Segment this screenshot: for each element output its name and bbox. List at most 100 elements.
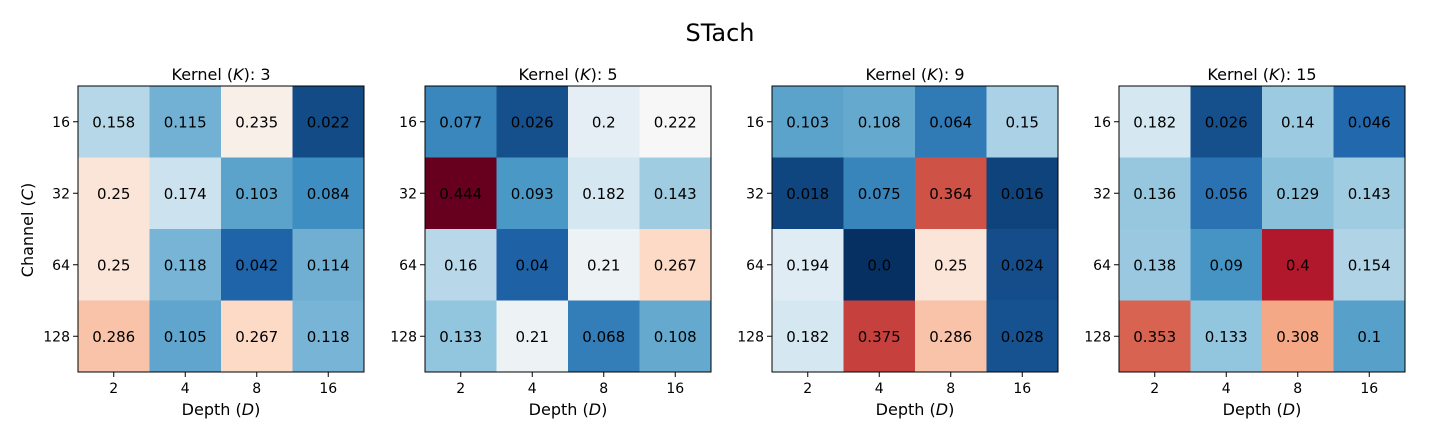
cell-value-label: 0.154 [1348, 256, 1391, 274]
cell-value-label: 0.25 [97, 185, 130, 203]
cell-value-label: 0.143 [1348, 185, 1391, 203]
cell-value-label: 0.077 [439, 113, 482, 131]
cell-value-label: 0.14 [1281, 113, 1314, 131]
heatmap-cell [149, 86, 222, 158]
panel-title-symbol: K [927, 65, 939, 84]
heatmap-cell [292, 229, 365, 301]
y-tick-label: 16 [399, 115, 417, 131]
cell-value-label: 0.118 [164, 256, 207, 274]
panel-title: Kernel (K): 9 [866, 65, 965, 84]
cell-value-label: 0.103 [235, 185, 278, 203]
x-tick-label: 2 [803, 381, 812, 397]
x-axis-label-symbol: D [589, 400, 601, 419]
x-tick-label: 8 [252, 381, 261, 397]
heatmap-cell [986, 300, 1059, 373]
cell-value-label: 0.028 [1001, 328, 1044, 346]
heatmap-cell [568, 86, 640, 158]
heatmap-cell [149, 157, 222, 230]
x-axis-label-text: Depth ( [182, 400, 242, 419]
plot-frame [771, 85, 1059, 373]
cell-value-label: 0.235 [235, 113, 278, 131]
x-tick-label: 8 [1293, 381, 1302, 397]
cell-value-label: 0.267 [235, 328, 278, 346]
cell-value-label: 0.056 [1205, 185, 1248, 203]
cell-value-label: 0.2 [592, 113, 616, 131]
cell-value-label: 0.093 [511, 185, 554, 203]
cell-value-label: 0.103 [786, 113, 829, 131]
panel-title-prefix: Kernel ( [1207, 65, 1269, 84]
panel-title-symbol: K [580, 65, 592, 84]
cell-value-label: 0.286 [92, 328, 135, 346]
x-axis-label-close: ) [948, 400, 954, 419]
heatmap-cell [1262, 157, 1334, 230]
cell-value-label: 0.444 [439, 185, 482, 203]
heatmap-cell [843, 229, 916, 301]
heatmap-panel-k3: Kernel (K): 3 0.158 0.115 0.235 0.022 0.25 0.1… [43, 65, 365, 419]
y-tick-label: 64 [52, 258, 70, 274]
x-axis-label-close: ) [1295, 400, 1301, 419]
cell-value-label: 0.09 [1210, 256, 1243, 274]
heatmap-cell [425, 86, 497, 158]
heatmap-cell [1262, 300, 1334, 373]
heatmap-cell [78, 300, 150, 373]
cell-value-label: 0.026 [1205, 113, 1248, 131]
cell-value-label: 0.118 [307, 328, 350, 346]
heatmap-cell [1119, 300, 1191, 373]
heatmap-cell [425, 229, 497, 301]
cell-value-label: 0.21 [587, 256, 620, 274]
heatmap-cell [986, 86, 1059, 158]
x-tick-label: 16 [1360, 381, 1378, 397]
y-axis-label-open: ( [18, 200, 37, 211]
y-tick-label: 32 [399, 186, 417, 202]
panel-title-symbol: K [233, 65, 245, 84]
cell-value-label: 0.25 [97, 256, 130, 274]
heatmap-cell [568, 157, 640, 230]
cell-value-label: 0.105 [164, 328, 207, 346]
heatmap-cell [221, 229, 293, 301]
panel-title-symbol: K [1269, 65, 1281, 84]
y-tick-label: 64 [1093, 258, 1111, 274]
cell-value-label: 0.364 [929, 185, 972, 203]
heatmap-cell [1333, 86, 1406, 158]
cell-value-label: 0.114 [307, 256, 350, 274]
heatmap-cell [292, 300, 365, 373]
heatmap-cell [78, 86, 150, 158]
y-axis-label: Channel (C) [18, 183, 37, 277]
x-axis-label-close: ) [601, 400, 607, 419]
cell-value-label: 0.016 [1001, 185, 1044, 203]
heatmap-cell [149, 229, 222, 301]
y-tick-label: 16 [1093, 115, 1111, 131]
heatmap-cell [1333, 229, 1406, 301]
heatmap-cell [149, 300, 222, 373]
cell-value-label: 0.138 [1133, 256, 1176, 274]
x-axis-label: Depth (D) [876, 400, 955, 419]
cell-value-label: 0.022 [307, 113, 350, 131]
heatmap-cell [568, 229, 640, 301]
cell-value-label: 0.182 [786, 328, 829, 346]
heatmap-cell [425, 300, 497, 373]
cell-value-label: 0.129 [1276, 185, 1319, 203]
cell-value-label: 0.15 [1006, 113, 1039, 131]
y-tick-label: 32 [746, 186, 764, 202]
cell-value-label: 0.308 [1276, 328, 1319, 346]
x-axis-label-text: Depth ( [529, 400, 589, 419]
panel-title: Kernel (K): 15 [1207, 65, 1316, 84]
cell-value-label: 0.068 [582, 328, 625, 346]
cell-value-label: 0.25 [934, 256, 967, 274]
heatmap-cell [496, 300, 569, 373]
y-axis-label-text: Channel [18, 212, 37, 278]
x-tick-label: 4 [181, 381, 190, 397]
cell-value-label: 0.136 [1133, 185, 1176, 203]
plot-frame [1118, 85, 1406, 373]
y-tick-label: 32 [52, 186, 70, 202]
cell-value-label: 0.286 [929, 328, 972, 346]
x-tick-label: 8 [946, 381, 955, 397]
y-tick-label: 128 [390, 329, 417, 345]
cell-value-label: 0.026 [511, 113, 554, 131]
x-tick-label: 2 [456, 381, 465, 397]
heatmap-cell [1262, 86, 1334, 158]
heatmap-cell [1190, 157, 1263, 230]
y-axis-label-close: ) [18, 183, 37, 189]
heatmap-cell [496, 229, 569, 301]
x-tick-label: 8 [599, 381, 608, 397]
